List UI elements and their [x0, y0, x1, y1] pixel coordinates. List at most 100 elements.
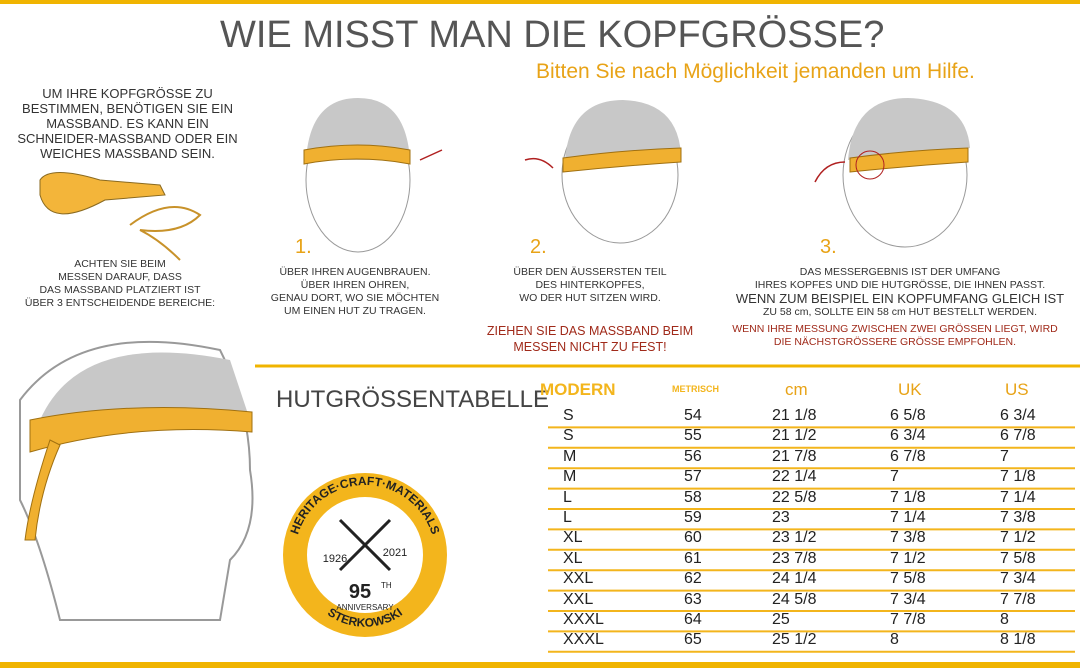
table-cell: 7 1/2	[890, 549, 926, 567]
step: 1. ÜBER IHREN AUGENBRAUEN. ÜBER IHREN OHRE…	[260, 234, 450, 318]
table-cell: M	[563, 447, 577, 465]
table-cell: 7 1/8	[890, 488, 926, 506]
table-title: HUTGRÖSSENTABELLE	[276, 386, 549, 413]
step-line: WO DER HUT SITZEN WIRD.	[519, 292, 661, 304]
table-cell: 7 1/4	[890, 509, 926, 526]
head-profile	[814, 98, 970, 248]
table-cell: 7 5/8	[1000, 549, 1036, 567]
table-cell: 7 1/8	[1000, 468, 1036, 486]
step-line: ÜBER IHREN OHREN,	[300, 279, 410, 291]
table-cell: 21 1/2	[772, 427, 817, 445]
table-cell: 7 3/4	[890, 590, 926, 608]
step-line: IHRES KOPFES UND DIE HUTGRÖSSE, DIE IHNE…	[754, 279, 1046, 291]
step-number: 2.	[530, 236, 547, 258]
step-line: ÜBER IHREN AUGENBRAUEN.	[279, 266, 431, 278]
table-cell: L	[563, 509, 572, 526]
table-cell: 6 3/4	[1000, 407, 1036, 424]
table-cell: 6 5/8	[890, 407, 926, 424]
table-cell: 21 7/8	[772, 447, 817, 465]
step-line: ÜBER DEN ÄUSSERSTEN TEIL	[513, 266, 667, 278]
badge-suffix: TH	[381, 581, 392, 590]
step: 3. DAS MESSERGEBNIS IST DER UMFANG IHRES K…	[735, 234, 1065, 319]
step-line: ZU 58 cm, SOLLTE EIN 58 cm HUT BESTELLT …	[762, 306, 1038, 318]
table-lines	[548, 426, 1075, 653]
subtitle: Bitten Sie nach Möglichkeit jemanden um …	[536, 60, 975, 83]
intro-line: SCHNEIDER-MASSBAND ODER EIN	[17, 131, 238, 146]
table-cell: 6 7/8	[890, 447, 926, 465]
table-cell: 8 1/8	[1000, 631, 1036, 649]
table-cell: 65	[684, 631, 702, 649]
table-cell: 55	[684, 427, 702, 445]
table-header: US	[1005, 380, 1029, 399]
step-line: UM EINEN HUT ZU TRAGEN.	[284, 305, 426, 317]
table-cell: 64	[684, 611, 702, 628]
table-cell: 7	[890, 468, 899, 486]
table-cell: XXL	[563, 570, 594, 588]
table-cell: 7 5/8	[890, 570, 926, 588]
table-cell: 8	[890, 631, 899, 649]
table-cell: 25	[772, 611, 790, 628]
table-cell: XXXL	[563, 611, 604, 628]
table-cell: 24 1/4	[772, 570, 817, 588]
table-cell: 25 1/2	[772, 631, 817, 649]
table-cell: 60	[684, 529, 702, 547]
intro-line: MASSBAND. ES KANN EIN	[46, 116, 209, 131]
table-cell: 6 7/8	[1000, 427, 1036, 445]
table-cell: 57	[684, 468, 702, 486]
table-header: MODERN	[540, 380, 616, 399]
badge: HERITAGE·CRAFT·MATERIALS STERKOWSKI 1926…	[283, 473, 447, 637]
note-line: ACHTEN SIE BEIM	[74, 258, 166, 270]
table-cell: 7 7/8	[1000, 590, 1036, 608]
step-number: 3.	[820, 236, 837, 258]
table-cell: L	[563, 488, 572, 506]
table-cell: 22 5/8	[772, 488, 817, 506]
table-cell: 6 3/4	[890, 427, 926, 445]
note-line: DAS MASSBAND PLATZIERT IST	[39, 284, 201, 296]
table-cell: 7 1/2	[1000, 529, 1036, 547]
note-line: ÜBER 3 ENTSCHEIDENDE BEREICHE:	[24, 297, 216, 309]
warning-line: ZIEHEN SIE DAS MASSBAND BEIM	[486, 324, 694, 338]
warning-line: MESSEN NICHT ZU FEST!	[513, 340, 667, 354]
table-cell: 7 7/8	[890, 611, 926, 628]
step-number: 1.	[295, 236, 312, 258]
table-cell: M	[563, 468, 577, 486]
table-cell: S	[563, 427, 574, 445]
table-cell: 7	[1000, 447, 1009, 465]
bottom-border	[0, 662, 1080, 668]
advice-line: WENN IHRE MESSUNG ZWISCHEN ZWEI GRÖSSEN …	[732, 323, 1058, 335]
warning: ZIEHEN SIE DAS MASSBAND BEIM MESSEN NICHT…	[470, 323, 710, 355]
title: WIE MISST MAN DIE KOPFGRÖSSE?	[220, 14, 885, 56]
table-cell: 56	[684, 447, 702, 465]
head-front	[303, 98, 443, 253]
table-cell: S	[563, 407, 574, 424]
table-cell: 21 1/8	[772, 407, 817, 424]
table-cell: 7 1/4	[1000, 488, 1036, 506]
intro-line: WEICHES MASSBAND SEIN.	[40, 146, 215, 161]
step-line: DES HINTERKOPFES,	[535, 279, 645, 291]
advice: WENN IHRE MESSUNG ZWISCHEN ZWEI GRÖSSEN …	[720, 323, 1070, 349]
table-cell: XL	[563, 549, 583, 567]
badge-year: 1926	[323, 553, 347, 565]
intro: UM IHRE KOPFGRÖSSE ZU BESTIMMEN, BENÖTIGE…	[10, 86, 245, 161]
step-line: GENAU DORT, WO SIE MÖCHTEN	[270, 292, 440, 304]
table-cell: 23	[772, 509, 790, 526]
table-cell: XXL	[563, 590, 594, 608]
table-cell: 63	[684, 590, 702, 608]
table-cell: 7 3/8	[1000, 509, 1036, 526]
table-cell: 7 3/8	[890, 529, 926, 547]
table-cell: XXXL	[563, 631, 604, 649]
table-header: METRISCH	[672, 384, 719, 394]
step-line: WENN ZUM BEISPIEL EIN KOPFUMFANG GLEICH …	[735, 291, 1065, 306]
head-large	[19, 340, 254, 621]
tape-icon	[39, 172, 202, 261]
table-cell: 54	[684, 407, 702, 424]
table-cell: 58	[684, 488, 702, 506]
table-cell: 62	[684, 570, 702, 588]
intro-line: UM IHRE KOPFGRÖSSE ZU	[42, 86, 213, 101]
table-header: UK	[898, 380, 922, 399]
table-cell: 59	[684, 509, 702, 526]
table-cell: 8	[1000, 611, 1009, 628]
